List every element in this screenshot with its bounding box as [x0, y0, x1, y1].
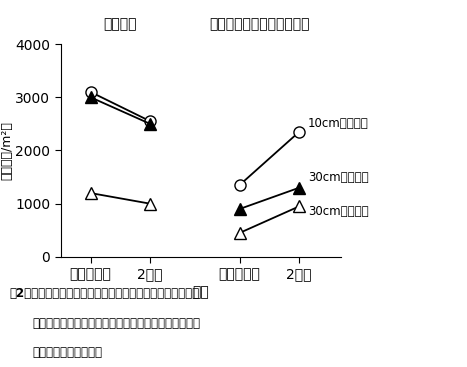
Text: 10cm低尺り区: 10cm低尺り区 — [308, 117, 369, 130]
Text: 30cm高尺り区: 30cm高尺り区 — [308, 171, 369, 184]
Text: チモシー: チモシー — [103, 17, 136, 31]
Text: 囲2．尺り取り時の草丈と尺り高がチモシー・ケンタッキー: 囲2．尺り取り時の草丈と尺り高がチモシー・ケンタッキー — [9, 287, 199, 300]
Text: ケンタッキーブルーグラス: ケンタッキーブルーグラス — [209, 17, 310, 31]
Y-axis label: 茎数（本/m²）: 茎数（本/m²） — [1, 121, 14, 180]
X-axis label: 年次: 年次 — [192, 286, 209, 299]
Text: ブルーグラス・シロクローバ混播草地における両草種: ブルーグラス・シロクローバ混播草地における両草種 — [33, 317, 201, 330]
Text: 30cm低尺り区: 30cm低尺り区 — [308, 205, 369, 218]
Text: の茎数におよぼす影響: の茎数におよぼす影響 — [33, 346, 103, 359]
